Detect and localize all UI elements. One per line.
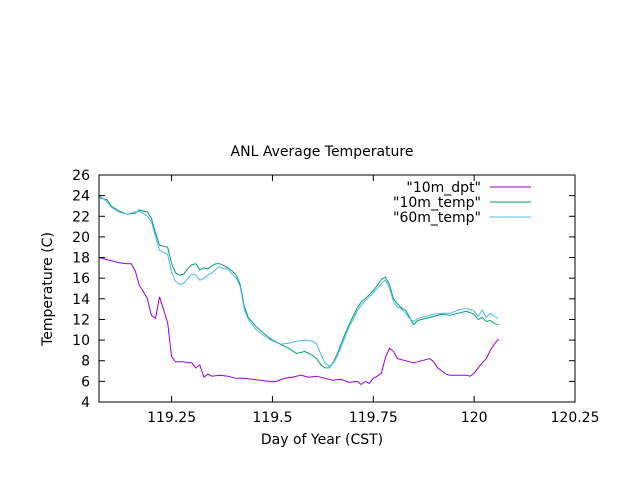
y-tick-label: 18 bbox=[72, 251, 90, 267]
x-tick-label: 120 bbox=[461, 410, 488, 426]
y-tick-label: 22 bbox=[72, 209, 90, 225]
y-tick-label: 4 bbox=[81, 395, 90, 411]
legend: "10m_dpt""10m_temp""60m_temp" bbox=[393, 180, 531, 226]
plot-lines bbox=[98, 195, 499, 386]
y-tick-label: 6 bbox=[81, 374, 90, 390]
y-tick-label: 12 bbox=[72, 312, 90, 328]
y-tick-label: 8 bbox=[81, 354, 90, 370]
axes: 4 6 8 10 12 14 16 18 20 22 24 26 119.25 119.5 119.75 12… bbox=[72, 168, 599, 426]
y-tick-label: 14 bbox=[72, 292, 90, 308]
x-tick-label: 120.25 bbox=[551, 410, 600, 426]
chart-title: ANL Average Temperature bbox=[231, 144, 414, 160]
legend-label-1: "10m_temp" bbox=[393, 195, 481, 211]
x-axis-label: Day of Year (CST) bbox=[261, 432, 383, 448]
y-tick-label: 16 bbox=[72, 271, 90, 287]
legend-label-0: "10m_dpt" bbox=[406, 180, 481, 196]
legend-label-2: "60m_temp" bbox=[393, 210, 481, 226]
y-axis-label: Temperature (C) bbox=[40, 232, 56, 347]
y-tick-label: 20 bbox=[72, 230, 90, 246]
y-tick-label: 10 bbox=[72, 333, 90, 349]
series-line-1 bbox=[98, 197, 499, 369]
plot-frame bbox=[98, 174, 576, 403]
series-line-2 bbox=[98, 195, 499, 367]
series-line-0 bbox=[98, 257, 499, 386]
x-tick-label: 119.75 bbox=[349, 410, 398, 426]
x-tick-label: 119.5 bbox=[252, 410, 292, 426]
y-tick-label: 26 bbox=[72, 168, 90, 184]
x-tick-label: 119.25 bbox=[147, 410, 196, 426]
y-tick-label: 24 bbox=[72, 189, 90, 205]
